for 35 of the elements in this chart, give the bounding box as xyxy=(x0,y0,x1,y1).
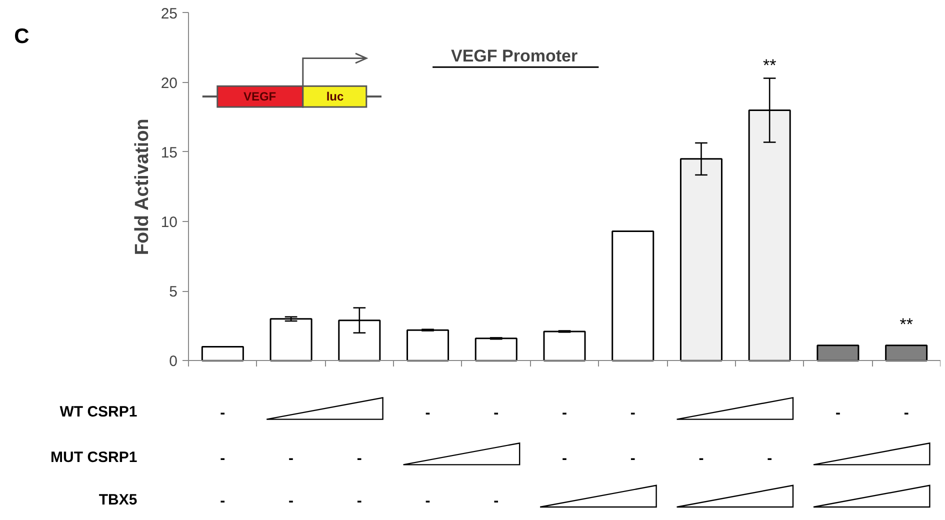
text: - xyxy=(767,450,772,468)
y-tick-label: 15 xyxy=(160,144,178,162)
text: - xyxy=(220,492,226,510)
y-tick-label: 20 xyxy=(160,74,178,92)
annotation: ** xyxy=(900,315,914,334)
y-tick-label: 10 xyxy=(160,214,178,232)
text: - xyxy=(630,404,636,422)
y-axis-title: Fold Activation xyxy=(132,118,153,256)
text: C xyxy=(14,25,30,48)
annotation: ** xyxy=(762,56,777,76)
text: - xyxy=(425,404,430,422)
text: - xyxy=(835,404,840,422)
text: TBX5 xyxy=(98,491,138,508)
y-tick-label: 25 xyxy=(160,5,178,22)
text: - xyxy=(494,492,499,510)
text: WT CSRP1 xyxy=(60,404,138,421)
text: - xyxy=(220,450,226,468)
text: - xyxy=(494,404,499,422)
text: VEGF Promoter xyxy=(450,46,578,66)
text: - xyxy=(562,450,567,468)
annotation: VEGF xyxy=(243,90,276,104)
text: - xyxy=(425,492,430,510)
y-tick-label: 5 xyxy=(169,284,178,301)
text: - xyxy=(698,450,704,468)
text: - xyxy=(904,404,909,422)
text: - xyxy=(630,450,636,468)
text: - xyxy=(356,450,362,468)
text: - xyxy=(288,492,294,510)
text: MUT CSRP1 xyxy=(50,449,138,466)
annotation: luc xyxy=(326,90,344,104)
y-tick-label: 0 xyxy=(169,353,178,370)
text: - xyxy=(562,404,567,422)
text: - xyxy=(220,404,226,422)
text: - xyxy=(288,450,294,468)
text: - xyxy=(356,492,362,510)
